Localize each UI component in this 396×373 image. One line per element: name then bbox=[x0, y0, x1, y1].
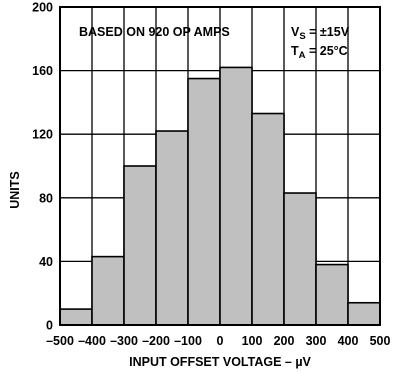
temperature-subscript: A bbox=[299, 50, 306, 61]
x-tick-label: 200 bbox=[274, 334, 295, 348]
x-tick-labels: –500 –400 –300 –200 –100 0 100 200 300 400 500 bbox=[46, 334, 390, 348]
supply-voltage-subscript: S bbox=[299, 31, 305, 42]
x-tick-label: –200 bbox=[142, 334, 170, 348]
histogram-bar bbox=[219, 66, 253, 326]
bar-layer bbox=[59, 66, 381, 326]
y-tick-label: 160 bbox=[32, 64, 53, 78]
x-tick-label: 100 bbox=[242, 334, 263, 348]
y-tick-label: 200 bbox=[32, 1, 53, 15]
x-tick-label: –100 bbox=[174, 334, 202, 348]
x-tick-label: 400 bbox=[338, 334, 359, 348]
x-axis-title: INPUT OFFSET VOLTAGE – µV bbox=[129, 355, 311, 369]
y-tick-label: 0 bbox=[46, 319, 53, 333]
histogram-bar bbox=[187, 77, 221, 326]
x-tick-label: 0 bbox=[217, 334, 224, 348]
histogram-bar bbox=[91, 255, 125, 326]
y-tick-labels: 0 40 80 120 160 200 bbox=[32, 1, 53, 333]
supply-voltage-annotation: VS = ±15V bbox=[291, 25, 350, 42]
plot-frame bbox=[59, 6, 381, 326]
y-tick-label: 40 bbox=[39, 255, 53, 269]
histogram-bar bbox=[283, 192, 317, 326]
histogram-bar bbox=[315, 263, 349, 326]
temperature-symbol: T bbox=[291, 44, 299, 58]
supply-voltage-symbol: V bbox=[291, 25, 300, 39]
y-tick-label: 120 bbox=[32, 128, 53, 142]
x-tick-label: 500 bbox=[370, 334, 391, 348]
histogram-bar bbox=[123, 165, 157, 326]
y-axis-title: UNITS bbox=[8, 171, 22, 209]
histogram-bar bbox=[251, 112, 285, 326]
temperature-annotation: TA = 25°C bbox=[291, 44, 348, 61]
x-tick-label: –300 bbox=[110, 334, 138, 348]
supply-voltage-value: = ±15V bbox=[306, 25, 350, 39]
histogram-bar bbox=[59, 308, 93, 326]
histogram-bar bbox=[155, 130, 189, 326]
x-tick-label: –400 bbox=[78, 334, 106, 348]
sample-size-annotation: BASED ON 920 OP AMPS bbox=[79, 25, 230, 39]
y-tick-label: 80 bbox=[39, 191, 53, 205]
x-tick-label: 300 bbox=[306, 334, 327, 348]
temperature-value: = 25°C bbox=[306, 44, 348, 58]
x-tick-label: –500 bbox=[46, 334, 74, 348]
histogram-bar bbox=[347, 301, 381, 326]
